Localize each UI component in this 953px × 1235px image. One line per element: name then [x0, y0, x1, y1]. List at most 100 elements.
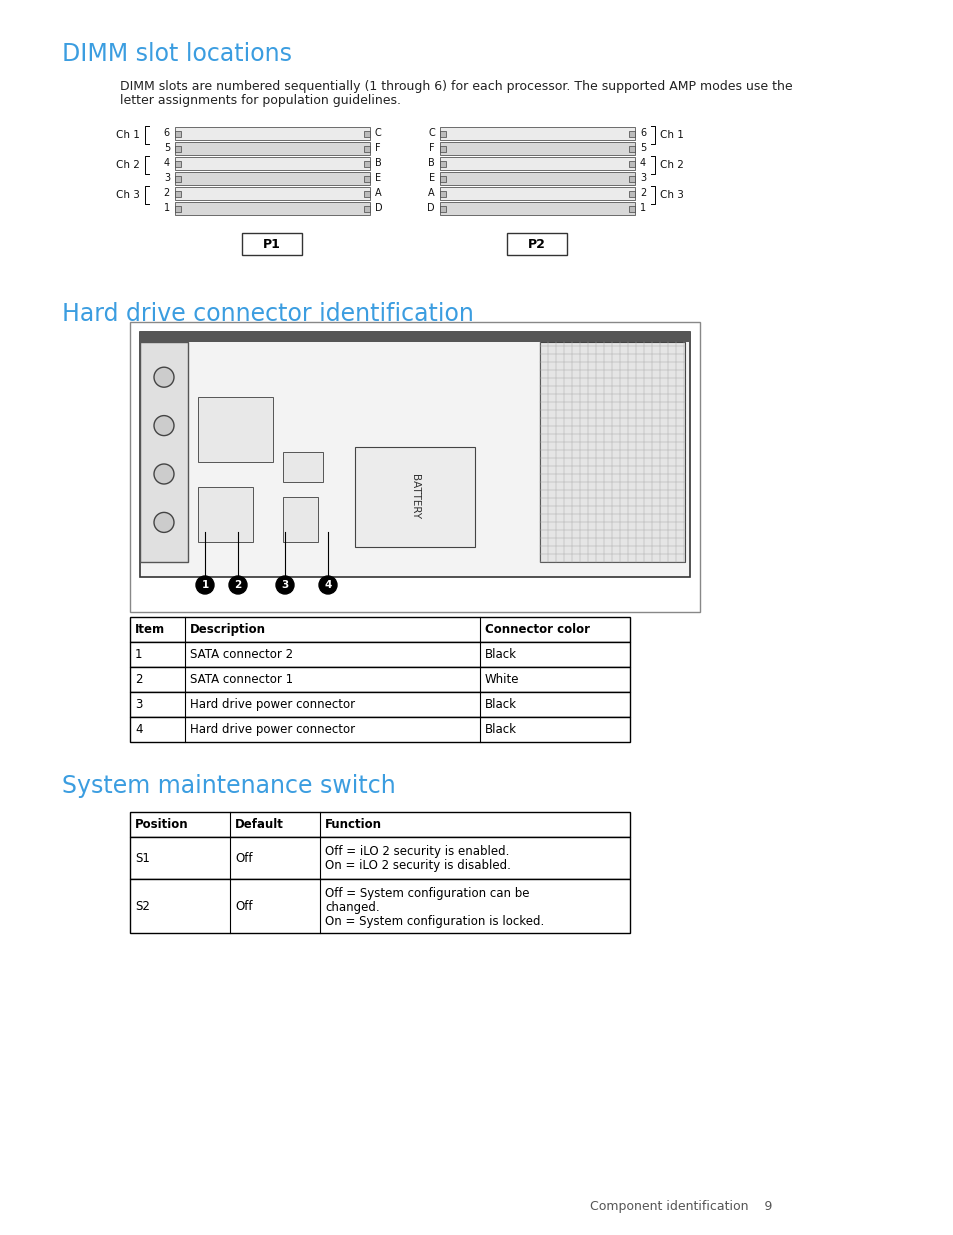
Text: F: F [429, 143, 435, 153]
Text: F: F [375, 143, 380, 153]
Text: Ch 1: Ch 1 [116, 130, 140, 140]
Bar [130, 618, 629, 642]
Bar [130, 718, 629, 742]
Bar [364, 175, 370, 182]
Text: 2: 2 [234, 580, 241, 590]
Text: Function: Function [325, 818, 381, 831]
Bar [283, 496, 317, 542]
Text: D: D [375, 203, 382, 212]
Text: A: A [375, 188, 381, 198]
Text: 4: 4 [164, 158, 170, 168]
Text: Hard drive power connector: Hard drive power connector [190, 722, 355, 736]
Text: Off: Off [234, 851, 253, 864]
Text: DIMM slots are numbered sequentially (1 through 6) for each processor. The suppo: DIMM slots are numbered sequentially (1 … [120, 80, 792, 93]
Text: C: C [428, 128, 435, 138]
Text: 3: 3 [281, 580, 289, 590]
Text: SATA connector 1: SATA connector 1 [190, 673, 293, 685]
Bar [439, 172, 635, 185]
Text: BATTERY: BATTERY [410, 474, 419, 520]
Text: Black: Black [484, 648, 517, 661]
Bar [439, 157, 635, 170]
Circle shape [153, 367, 173, 388]
Text: Description: Description [190, 622, 266, 636]
Text: C: C [375, 128, 381, 138]
Text: Connector color: Connector color [484, 622, 589, 636]
Bar [130, 811, 629, 837]
Bar [628, 190, 635, 196]
Text: White: White [484, 673, 519, 685]
Circle shape [318, 576, 336, 594]
Bar [539, 342, 684, 562]
Bar [439, 142, 635, 156]
Bar [174, 190, 181, 196]
Text: Ch 3: Ch 3 [659, 190, 683, 200]
Text: 5: 5 [639, 143, 645, 153]
Bar [364, 146, 370, 152]
Text: Item: Item [135, 622, 165, 636]
Bar [242, 233, 302, 254]
Bar [174, 205, 181, 211]
Text: Ch 1: Ch 1 [659, 130, 683, 140]
Bar [439, 131, 446, 137]
Text: Hard drive power connector: Hard drive power connector [190, 698, 355, 711]
Circle shape [153, 513, 173, 532]
Bar [628, 175, 635, 182]
Text: 2: 2 [135, 673, 142, 685]
Bar [283, 452, 323, 482]
Bar [364, 161, 370, 167]
Text: SATA connector 2: SATA connector 2 [190, 648, 293, 661]
Circle shape [195, 576, 213, 594]
Text: On = System configuration is locked.: On = System configuration is locked. [325, 915, 543, 927]
Text: System maintenance switch: System maintenance switch [62, 774, 395, 798]
Bar [174, 161, 181, 167]
Text: 1: 1 [201, 580, 209, 590]
Text: 2: 2 [639, 188, 645, 198]
Bar [439, 175, 446, 182]
Bar [364, 131, 370, 137]
Text: Black: Black [484, 698, 517, 711]
Bar [140, 342, 188, 562]
Bar [130, 692, 629, 718]
Text: Off = iLO 2 security is enabled.: Off = iLO 2 security is enabled. [325, 845, 509, 858]
Text: 3: 3 [639, 173, 645, 183]
Text: Off: Off [234, 899, 253, 913]
Text: 4: 4 [135, 722, 142, 736]
Text: 4: 4 [639, 158, 645, 168]
Bar [628, 205, 635, 211]
Circle shape [229, 576, 247, 594]
Bar [628, 131, 635, 137]
Text: S2: S2 [135, 899, 150, 913]
Bar [506, 233, 566, 254]
Bar [439, 127, 635, 140]
Bar [439, 186, 635, 200]
Text: Ch 3: Ch 3 [116, 190, 140, 200]
Text: Ch 2: Ch 2 [116, 161, 140, 170]
Text: letter assignments for population guidelines.: letter assignments for population guidel… [120, 94, 400, 107]
Text: P1: P1 [263, 237, 280, 251]
Bar [174, 186, 370, 200]
Text: 5: 5 [164, 143, 170, 153]
Text: B: B [375, 158, 381, 168]
Text: 3: 3 [164, 173, 170, 183]
Text: Black: Black [484, 722, 517, 736]
Bar [439, 161, 446, 167]
Text: Position: Position [135, 818, 189, 831]
Text: Component identification    9: Component identification 9 [589, 1200, 772, 1213]
Text: 6: 6 [639, 128, 645, 138]
Bar [439, 146, 446, 152]
Bar [439, 190, 446, 196]
Bar [130, 322, 700, 613]
Bar [198, 487, 253, 542]
Bar [439, 205, 446, 211]
Text: D: D [427, 203, 435, 212]
Bar [364, 205, 370, 211]
Bar [140, 332, 689, 342]
Text: 1: 1 [135, 648, 142, 661]
Bar [355, 447, 475, 547]
Bar [174, 157, 370, 170]
Text: A: A [428, 188, 435, 198]
Circle shape [153, 464, 173, 484]
Bar [130, 837, 629, 879]
Text: 2: 2 [164, 188, 170, 198]
Text: E: E [375, 173, 381, 183]
